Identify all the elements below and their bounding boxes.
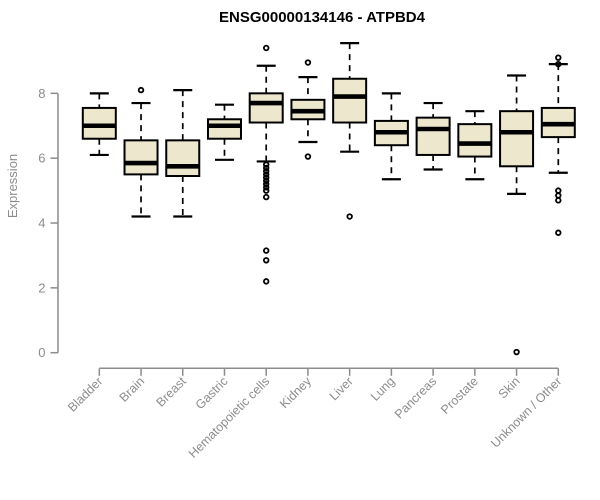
box-gastric xyxy=(206,118,242,140)
y-tick-label: 6 xyxy=(38,151,45,166)
box-liver xyxy=(332,77,368,124)
outlier-hematopoietic-cells xyxy=(263,164,270,172)
outlier-liver xyxy=(346,213,353,220)
outlier-hematopoietic-cells xyxy=(263,180,270,188)
x-tick-label-pancreas: Pancreas xyxy=(392,374,439,421)
x-tick-label-lung: Lung xyxy=(368,374,398,404)
x-tick-label-bladder: Bladder xyxy=(65,374,105,414)
x-tick-label-hematopoietic-cells: Hematopoietic cells xyxy=(186,374,273,461)
y-axis-title: Expression xyxy=(5,154,20,218)
outlier-hematopoietic-cells xyxy=(263,167,270,175)
outlier-hematopoietic-cells xyxy=(263,247,270,254)
outlier-hematopoietic-cells xyxy=(263,174,270,181)
box-brain xyxy=(123,139,159,176)
x-tick-label-gastric: Gastric xyxy=(193,374,231,412)
outlier-unknown-other xyxy=(555,60,562,68)
outlier-unknown-other xyxy=(555,192,562,199)
y-tick-label: 8 xyxy=(38,86,45,101)
outlier-hematopoietic-cells xyxy=(263,193,270,201)
outlier-hematopoietic-cells xyxy=(263,161,270,168)
outlier-hematopoietic-cells xyxy=(263,171,270,178)
outlier-hematopoietic-cells xyxy=(263,44,270,52)
box-skin xyxy=(499,110,535,168)
y-tick-label: 2 xyxy=(38,280,45,295)
outlier-unknown-other xyxy=(555,197,562,204)
y-tick-label: 4 xyxy=(38,216,45,231)
box-prostate xyxy=(457,123,493,158)
chart-title: ENSG00000134146 - ATPBD4 xyxy=(219,9,426,26)
box-pancreas xyxy=(415,116,451,156)
outlier-hematopoietic-cells xyxy=(263,257,270,264)
x-tick-label-unknown-other: Unknown / Other xyxy=(488,374,564,450)
outlier-unknown-other xyxy=(555,229,562,236)
outlier-hematopoietic-cells xyxy=(263,184,270,191)
box-bladder xyxy=(81,106,117,140)
x-tick-label-kidney: Kidney xyxy=(277,374,314,411)
x-tick-label-skin: Skin xyxy=(496,374,523,401)
x-tick-label-prostate: Prostate xyxy=(438,374,481,417)
outlier-brain xyxy=(137,86,145,94)
y-tick-label: 0 xyxy=(38,345,45,360)
outlier-hematopoietic-cells xyxy=(263,278,270,285)
plot-area: 0 2 4 6 8 Bladder Brain Breast GastricHematopoie… xyxy=(38,41,576,461)
outlier-unknown-other xyxy=(555,54,562,61)
outlier-kidney xyxy=(304,59,312,66)
box-hematopoietic-cells xyxy=(248,92,284,124)
outlier-skin xyxy=(513,348,520,356)
box-breast xyxy=(165,139,201,178)
x-tick-label-liver: Liver xyxy=(327,374,356,403)
x-tick-label-brain: Brain xyxy=(117,374,148,405)
outlier-unknown-other xyxy=(555,187,562,194)
outlier-hematopoietic-cells xyxy=(263,177,270,185)
outlier-kidney xyxy=(304,153,312,160)
outlier-hematopoietic-cells xyxy=(263,187,270,194)
x-tick-label-breast: Breast xyxy=(153,374,189,410)
